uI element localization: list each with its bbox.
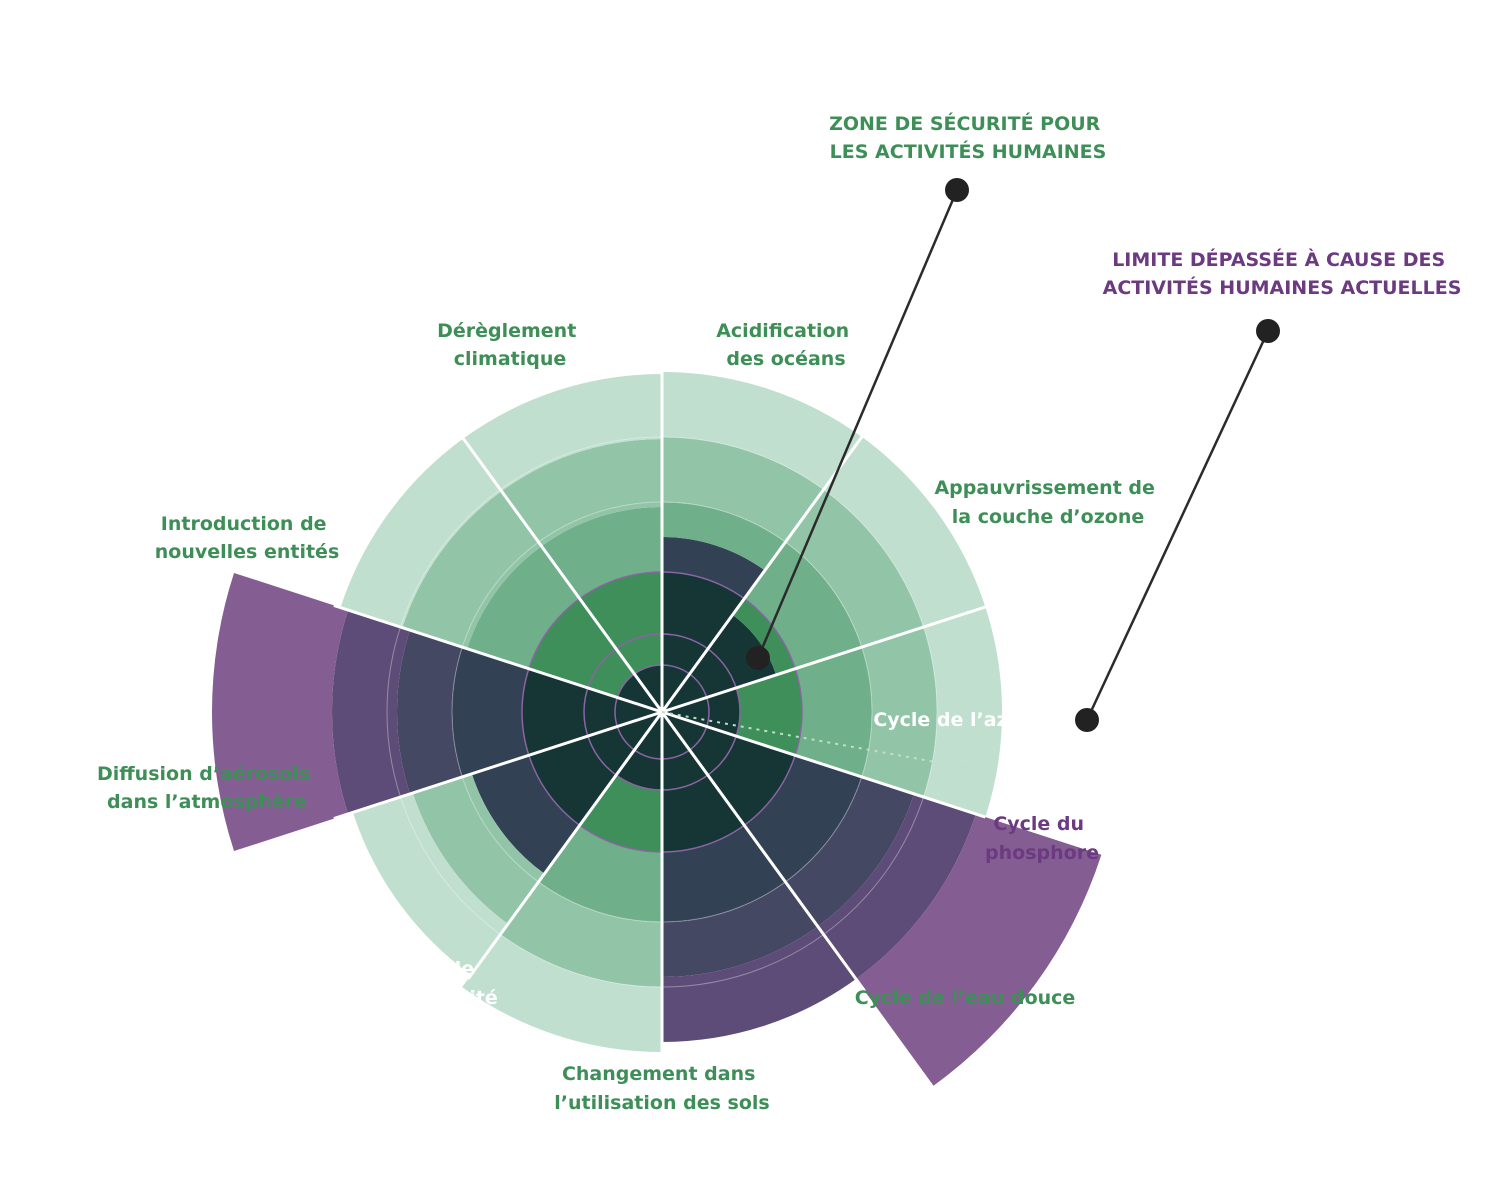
safe-zone-end-dot — [945, 178, 969, 202]
sector-phosphore-band-3 — [662, 926, 856, 1042]
sector-azote-band-1 — [744, 755, 862, 882]
sector-eau — [462, 712, 662, 1052]
sector-aerosols-band-4 — [402, 491, 542, 649]
sector-entites — [463, 374, 662, 712]
sector-climat — [662, 372, 862, 712]
sector-aerosols-band-0 — [617, 673, 662, 712]
sector-ozone-band-2 — [795, 647, 872, 777]
sector-entites-band-5 — [463, 374, 662, 492]
sector-biodiversite-band-3 — [332, 610, 410, 814]
sector-climat-band-3 — [662, 437, 824, 543]
safe-zone-leader-line — [756, 189, 959, 659]
sector-azote-band-2 — [785, 776, 915, 927]
sector-ozone-band-1 — [736, 668, 802, 756]
sector-eau-band-4 — [462, 934, 662, 1052]
sector-biodiversite-band-1 — [452, 647, 529, 777]
sector-phosphore-band-1 — [662, 825, 786, 922]
sector-entites-band-4 — [501, 439, 662, 547]
label-biodiversite: Érosion de la biodiversité — [344, 957, 498, 1009]
sector-eau-band-2 — [538, 825, 662, 922]
sector-aerosols-band-3 — [467, 546, 580, 669]
sector-biodiversite-band-2 — [397, 630, 463, 794]
dividers-layer — [333, 367, 991, 1057]
sector-azote-band-4 — [855, 813, 1102, 1086]
label-entites: Introduction de nouvelles entités — [155, 513, 340, 563]
exceeded-title: LIMITE DÉPASSÉE À CAUSE DES ACTIVITÉS HU… — [1103, 248, 1462, 299]
labels-layer: ZONE DE SÉCURITÉ POUR LES ACTIVITÉS HUMA… — [97, 112, 1461, 1114]
sector-climat-band-0 — [662, 572, 745, 712]
sector-divider-6 — [466, 711, 664, 980]
label-aerosols: Diffusion d’aérosols dans l’atmosphère — [97, 763, 317, 813]
sector-entites-band-3 — [541, 507, 662, 599]
label-ozone: Appauvrissement de la couche d’ozone — [934, 477, 1161, 528]
sector-eau-band-1 — [579, 775, 662, 852]
sector-azote-band-3 — [817, 793, 976, 979]
sector-phosphore-band-0 — [662, 712, 745, 852]
exceeded-marker-dot — [1075, 708, 1099, 732]
sector-sols-band-3 — [352, 792, 509, 975]
label-phosphore: Cycle du phosphore — [985, 813, 1099, 864]
sector-biodiversite — [212, 572, 662, 852]
sector-oceans-band-3 — [785, 489, 924, 648]
safe-zone-title: ZONE DE SÉCURITÉ POUR LES ACTIVITÉS HUMA… — [829, 112, 1107, 163]
sector-oceans-band-1 — [732, 598, 796, 675]
sector-aerosols — [340, 438, 662, 712]
sector-divider-3 — [661, 710, 986, 819]
sector-oceans-band-0 — [662, 614, 777, 712]
sector-divider-2 — [661, 603, 991, 714]
label-sols: Changement dans l’utilisation des sols — [554, 1063, 769, 1114]
sector-sols-band-0 — [528, 712, 662, 826]
exceeded-leader-line — [1085, 330, 1270, 721]
sector-divider-1 — [660, 432, 866, 713]
sector-divider-7 — [333, 710, 663, 821]
sector-climat-band-2 — [662, 502, 786, 571]
sector-phosphore-band-2 — [662, 881, 818, 977]
sector-phosphore — [662, 712, 856, 1042]
label-climat: Dérèglement climatique — [437, 320, 583, 370]
sector-oceans — [662, 436, 986, 712]
sector-eau-band-0 — [616, 712, 662, 790]
sector-climat-band-1 — [662, 537, 765, 599]
sector-biodiversite-band-4 — [212, 572, 349, 852]
label-azote: Cycle de l’azote — [873, 709, 1042, 731]
sector-divider-4 — [660, 711, 866, 992]
sector-sols-band-1 — [471, 755, 580, 874]
sector-oceans-band-2 — [744, 542, 862, 669]
sector-sols — [352, 712, 662, 975]
sector-aerosols-band-5 — [340, 438, 502, 628]
safe-zone-marker-dot — [746, 646, 770, 670]
sector-oceans-band-4 — [823, 436, 986, 628]
sector-divider-8 — [333, 603, 663, 714]
callout-layer — [661, 178, 1280, 773]
sectors-layer — [212, 372, 1102, 1086]
sector-ozone-band-3 — [861, 627, 937, 797]
label-eau: Cycle de l’eau douce — [855, 987, 1076, 1009]
label-oceans: Acidification des océans — [716, 320, 856, 370]
sector-azote-band-0 — [662, 712, 796, 826]
sector-ozone-band-4 — [923, 606, 1002, 818]
sector-biodiversite-band-0 — [522, 668, 662, 756]
sector-entites-band-2 — [579, 572, 662, 649]
exceeded-end-dot — [1256, 319, 1280, 343]
sector-ozone-band-0 — [662, 687, 740, 737]
sector-sols-band-2 — [412, 773, 545, 924]
sector-divider-9 — [458, 432, 664, 713]
sector-climat-band-4 — [662, 372, 862, 490]
sector-azote — [662, 712, 1102, 1086]
sector-eau-band-3 — [500, 881, 662, 987]
sector-ozone — [662, 606, 1002, 818]
